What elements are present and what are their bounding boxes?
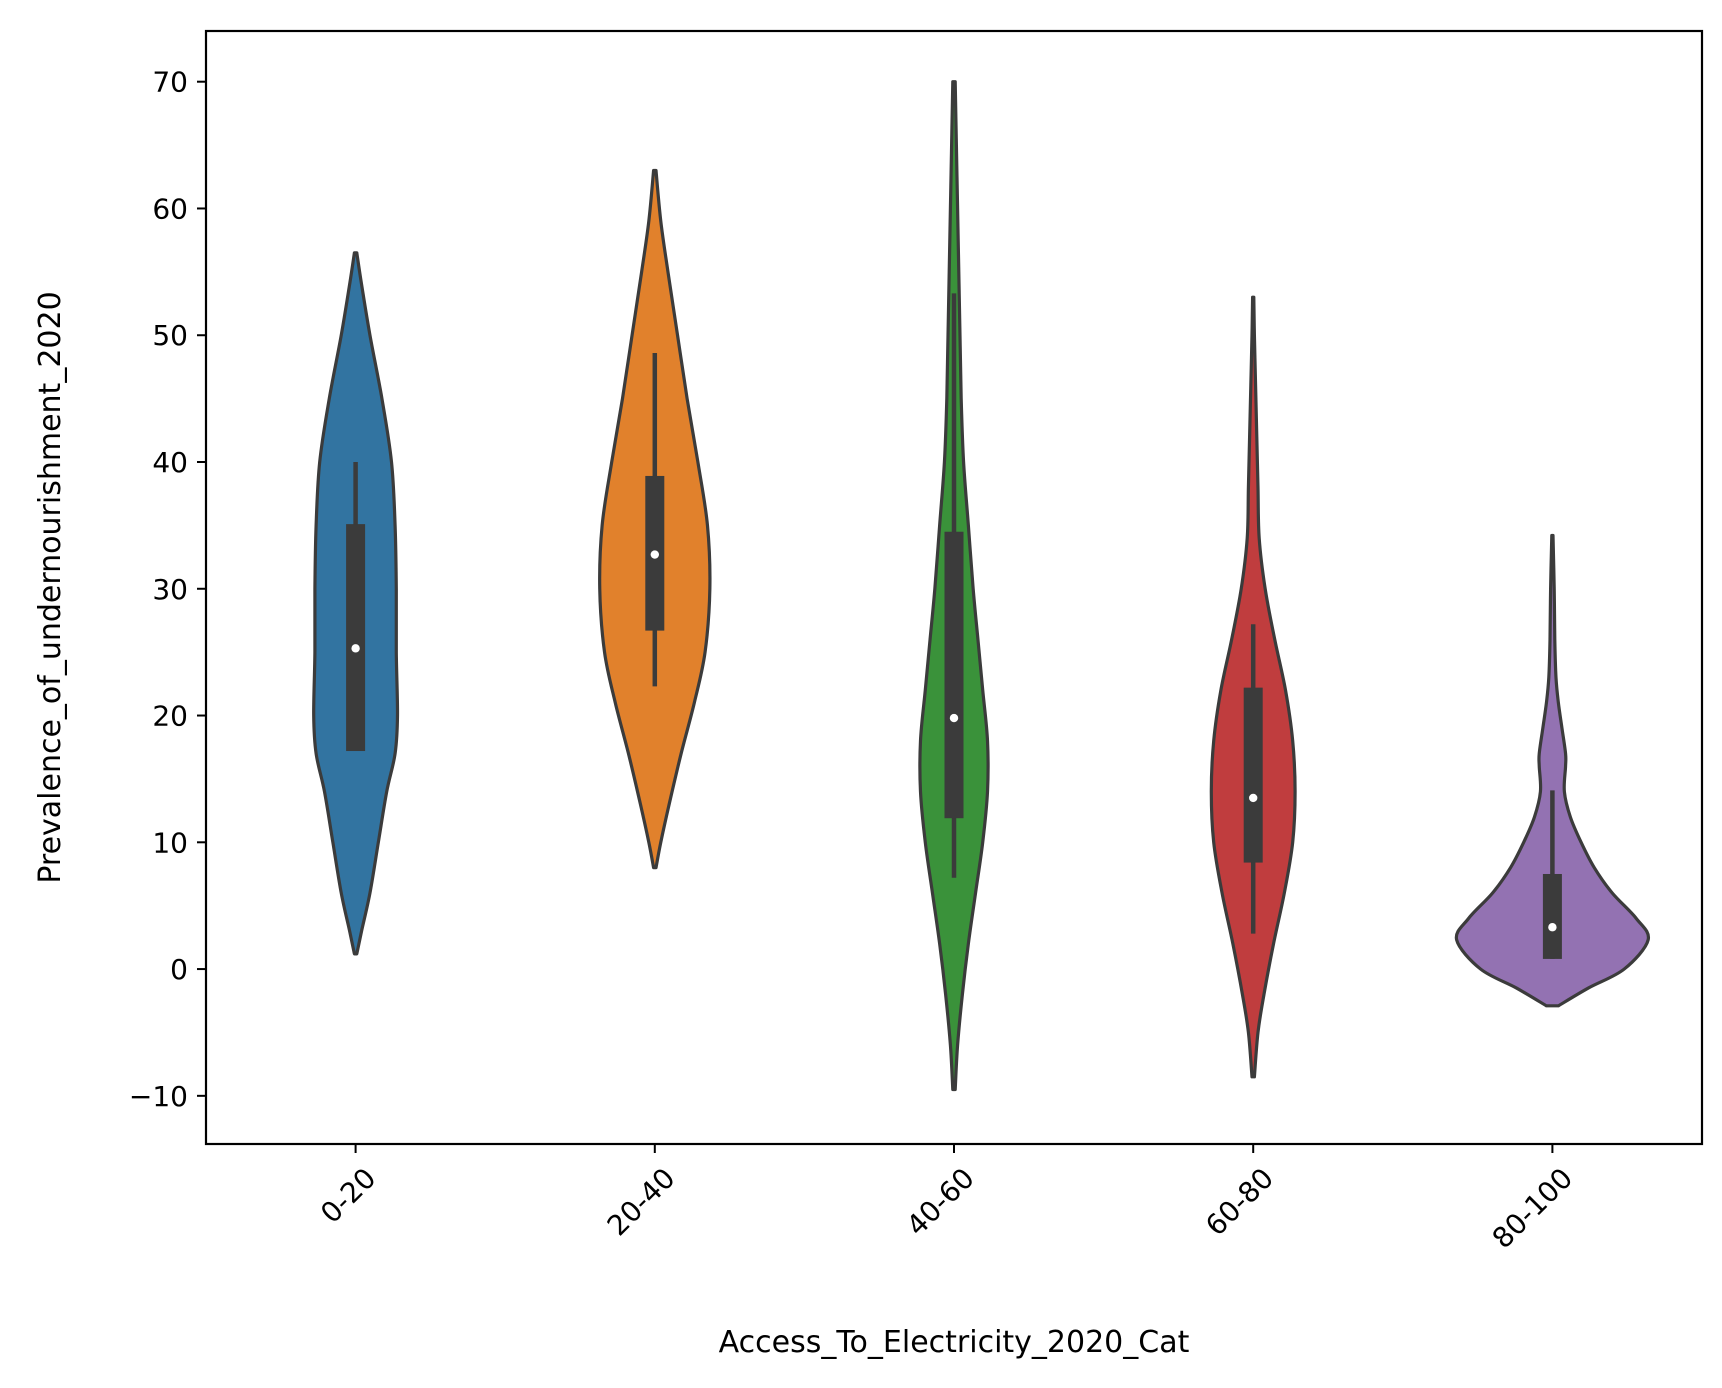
- median-point-20-40: [650, 550, 659, 559]
- x-tick-label-60-80: 60-80: [1199, 1161, 1280, 1242]
- x-tick-label-20-40: 20-40: [601, 1161, 682, 1242]
- violin-80-100: [1454, 533, 1651, 1008]
- x-tick-label-0-20: 0-20: [314, 1161, 382, 1229]
- median-point-40-60: [949, 713, 959, 723]
- y-axis: −10 0 10 20 30 40 50 60 70: [129, 66, 206, 1113]
- x-tick-label-40-60: 40-60: [900, 1161, 981, 1242]
- violin-series-group: [312, 80, 1651, 1092]
- iqr-box-60-80: [1243, 687, 1263, 863]
- median-point-60-80: [1249, 793, 1258, 803]
- y-tick-label: −10: [129, 1080, 188, 1113]
- y-tick-label: 20: [152, 700, 188, 733]
- box-plot-group: [346, 293, 1562, 959]
- y-tick-label: 10: [152, 826, 188, 859]
- y-tick-label: 40: [152, 446, 188, 479]
- x-axis: 0-20 20-40 40-60 60-80 80-100: [314, 1144, 1579, 1255]
- y-tick-label: 50: [152, 319, 188, 352]
- y-tick-label: 60: [152, 192, 188, 225]
- x-axis-title: Access_To_Electricity_2020_Cat: [719, 1325, 1190, 1360]
- median-point-0-20: [351, 644, 360, 653]
- iqr-box-0-20: [346, 524, 366, 752]
- x-tick-label-80-100: 80-100: [1486, 1161, 1579, 1254]
- y-tick-label: 0: [170, 953, 188, 986]
- median-point-80-100: [1548, 923, 1557, 932]
- y-axis-title: Prevalence_of_undernourishment_2020: [33, 291, 68, 883]
- iqr-box-40-60: [944, 531, 964, 819]
- iqr-box-80-100: [1542, 873, 1562, 959]
- y-tick-label: 30: [152, 573, 188, 606]
- y-tick-label: 70: [152, 66, 188, 99]
